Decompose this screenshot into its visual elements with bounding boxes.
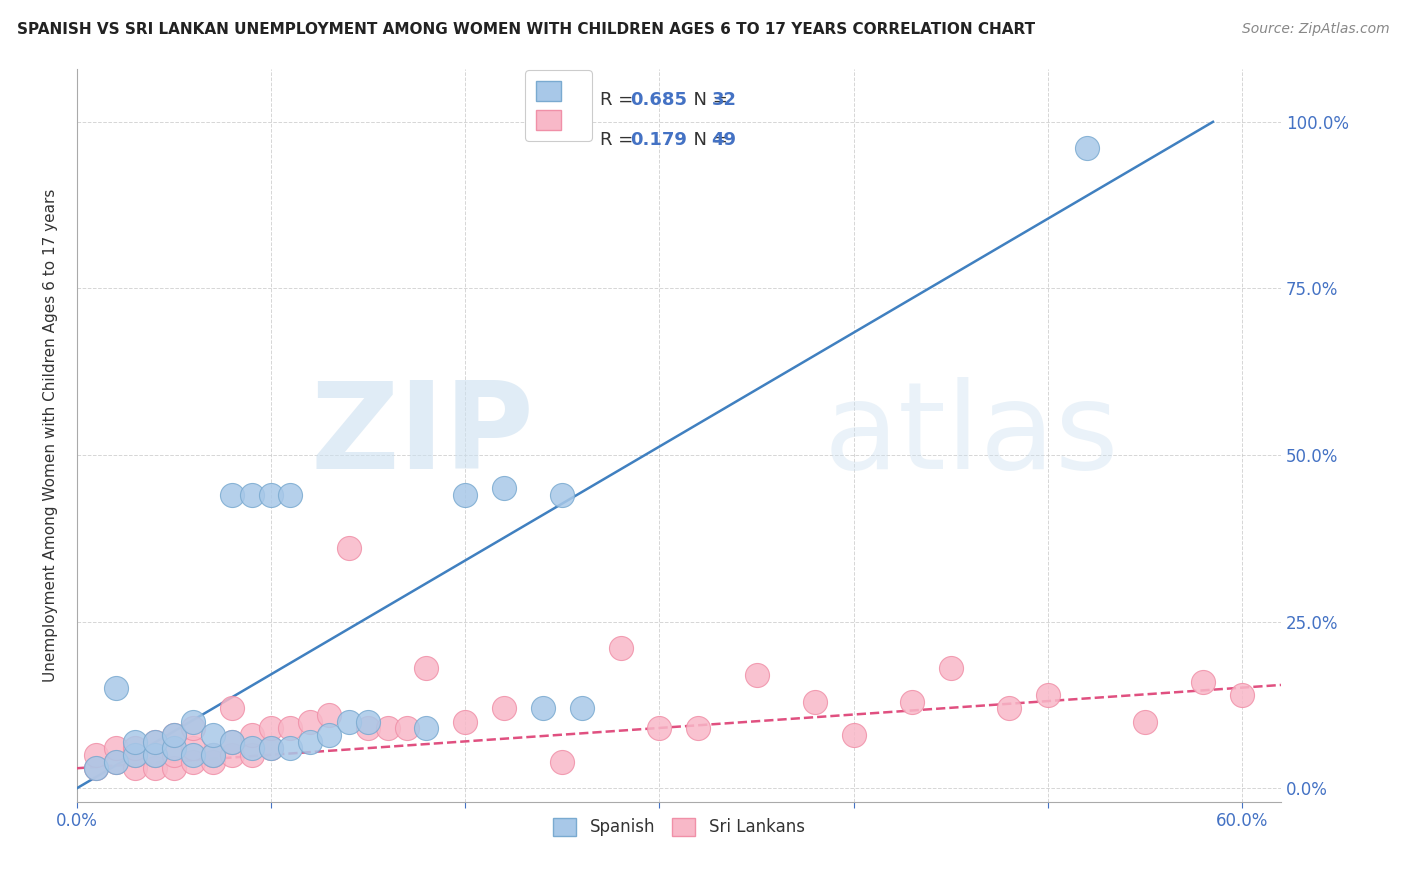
Point bbox=[124, 734, 146, 748]
Point bbox=[183, 755, 205, 769]
Point bbox=[143, 747, 166, 762]
Point bbox=[143, 761, 166, 775]
Point bbox=[395, 721, 418, 735]
Point bbox=[494, 701, 516, 715]
Point bbox=[124, 747, 146, 762]
Point bbox=[260, 741, 283, 756]
Point bbox=[201, 728, 224, 742]
Legend: Spanish, Sri Lankans: Spanish, Sri Lankans bbox=[546, 809, 813, 845]
Point bbox=[84, 761, 107, 775]
Point bbox=[745, 668, 768, 682]
Point bbox=[1192, 674, 1215, 689]
Point bbox=[454, 488, 477, 502]
Text: 49: 49 bbox=[711, 131, 737, 150]
Point bbox=[415, 661, 437, 675]
Point bbox=[84, 747, 107, 762]
Text: 32: 32 bbox=[711, 91, 737, 109]
Point bbox=[240, 488, 263, 502]
Point bbox=[688, 721, 710, 735]
Point bbox=[183, 721, 205, 735]
Point bbox=[318, 728, 340, 742]
Point bbox=[183, 714, 205, 729]
Point bbox=[124, 747, 146, 762]
Point bbox=[494, 481, 516, 495]
Point bbox=[337, 541, 360, 556]
Point bbox=[240, 728, 263, 742]
Y-axis label: Unemployment Among Women with Children Ages 6 to 17 years: Unemployment Among Women with Children A… bbox=[44, 188, 58, 681]
Point bbox=[104, 755, 127, 769]
Point bbox=[143, 734, 166, 748]
Point bbox=[842, 728, 865, 742]
Point bbox=[221, 701, 243, 715]
Point bbox=[104, 741, 127, 756]
Point bbox=[280, 488, 302, 502]
Point bbox=[377, 721, 399, 735]
Point bbox=[104, 681, 127, 696]
Point bbox=[1133, 714, 1156, 729]
Point bbox=[183, 747, 205, 762]
Point bbox=[221, 488, 243, 502]
Point bbox=[163, 741, 186, 756]
Point bbox=[318, 708, 340, 723]
Point bbox=[551, 755, 574, 769]
Point bbox=[1230, 688, 1253, 702]
Point bbox=[201, 755, 224, 769]
Point bbox=[280, 741, 302, 756]
Point bbox=[1036, 688, 1059, 702]
Text: N =: N = bbox=[682, 91, 733, 109]
Point bbox=[84, 761, 107, 775]
Point bbox=[939, 661, 962, 675]
Point bbox=[531, 701, 554, 715]
Text: 0.685: 0.685 bbox=[630, 91, 686, 109]
Point bbox=[201, 747, 224, 762]
Point bbox=[183, 741, 205, 756]
Point bbox=[221, 747, 243, 762]
Point bbox=[240, 747, 263, 762]
Point bbox=[163, 728, 186, 742]
Point bbox=[804, 695, 827, 709]
Point bbox=[998, 701, 1021, 715]
Text: ZIP: ZIP bbox=[311, 376, 534, 493]
Point bbox=[609, 641, 631, 656]
Point bbox=[357, 714, 380, 729]
Point bbox=[298, 714, 321, 729]
Point bbox=[104, 755, 127, 769]
Point bbox=[1076, 141, 1098, 155]
Text: 0.179: 0.179 bbox=[630, 131, 686, 150]
Point bbox=[260, 741, 283, 756]
Text: N =: N = bbox=[682, 131, 733, 150]
Point bbox=[260, 488, 283, 502]
Point bbox=[201, 747, 224, 762]
Point bbox=[357, 721, 380, 735]
Point bbox=[163, 728, 186, 742]
Text: R =: R = bbox=[600, 91, 638, 109]
Point bbox=[221, 734, 243, 748]
Point bbox=[260, 721, 283, 735]
Point bbox=[571, 701, 593, 715]
Point bbox=[221, 734, 243, 748]
Point bbox=[337, 714, 360, 729]
Text: R =: R = bbox=[600, 131, 638, 150]
Point bbox=[163, 747, 186, 762]
Point bbox=[454, 714, 477, 729]
Point bbox=[901, 695, 924, 709]
Text: Source: ZipAtlas.com: Source: ZipAtlas.com bbox=[1241, 22, 1389, 37]
Point bbox=[298, 734, 321, 748]
Point bbox=[124, 761, 146, 775]
Point bbox=[163, 761, 186, 775]
Point bbox=[124, 741, 146, 756]
Point bbox=[415, 721, 437, 735]
Point bbox=[648, 721, 671, 735]
Point bbox=[143, 734, 166, 748]
Text: SPANISH VS SRI LANKAN UNEMPLOYMENT AMONG WOMEN WITH CHILDREN AGES 6 TO 17 YEARS : SPANISH VS SRI LANKAN UNEMPLOYMENT AMONG… bbox=[17, 22, 1035, 37]
Text: atlas: atlas bbox=[824, 376, 1119, 493]
Point bbox=[280, 721, 302, 735]
Point bbox=[240, 741, 263, 756]
Point bbox=[551, 488, 574, 502]
Point bbox=[143, 747, 166, 762]
